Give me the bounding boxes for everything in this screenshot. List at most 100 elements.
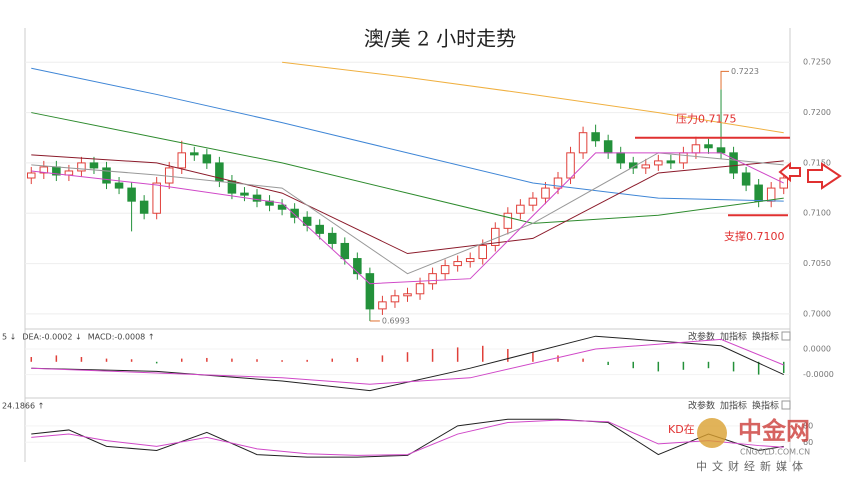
- panel-button[interactable]: 加指标: [720, 400, 747, 412]
- candle-body: [252, 194, 262, 202]
- candle-body: [503, 212, 513, 229]
- candle-body: [190, 152, 199, 156]
- indicator-line: [31, 152, 784, 285]
- candle-body: [64, 170, 74, 176]
- candle-body: [127, 187, 136, 202]
- candle-body: [603, 140, 613, 154]
- indicator-header: DEA:-0.0002 ↓: [22, 333, 81, 342]
- indicator-line: [31, 418, 784, 458]
- indicator-header: 5 ↓: [2, 333, 16, 342]
- candle-body: [566, 152, 575, 179]
- arrows: [778, 161, 842, 190]
- candle-body: [290, 208, 299, 218]
- arrow: [778, 161, 801, 183]
- candle-body: [716, 147, 726, 154]
- y-tick-label: 60: [803, 438, 813, 447]
- candle-body: [315, 224, 324, 234]
- candle-body: [77, 162, 86, 172]
- chart-title: 澳/美 2 小时走势: [364, 27, 516, 51]
- panel-button[interactable]: 改参数: [688, 331, 715, 343]
- candle-body: [353, 258, 362, 275]
- watermark: 中金网 CNGOLD.COM.CN 中文财经新媒体: [696, 417, 810, 473]
- y-tick-label: 0.7000: [803, 309, 831, 318]
- support-label: 支撑0.7100: [724, 229, 785, 243]
- candle-body: [516, 204, 525, 214]
- indicator-line: [31, 112, 784, 224]
- candle-body: [390, 295, 400, 303]
- panel-button[interactable]: 换指标: [752, 331, 779, 343]
- indicator-line: [31, 338, 784, 385]
- indicator-line: [31, 419, 784, 456]
- close-button[interactable]: [781, 400, 791, 410]
- candle-body: [240, 192, 249, 196]
- candle-body: [89, 162, 99, 169]
- candle-body: [628, 162, 638, 169]
- candle-body: [164, 167, 174, 184]
- candle-body: [578, 132, 588, 154]
- candle-body: [365, 273, 375, 310]
- high-label: 0.7223: [731, 67, 759, 76]
- candle-body: [440, 265, 450, 275]
- candle-body: [616, 152, 625, 164]
- candle-body: [478, 244, 488, 260]
- panel-button[interactable]: 加指标: [720, 331, 747, 343]
- candle-body: [541, 187, 550, 199]
- candle-body: [177, 152, 187, 169]
- y-tick-label: 0.7050: [803, 259, 831, 268]
- indicator-header: 24.1866 ↑: [2, 402, 44, 411]
- candle-body: [302, 216, 312, 226]
- candle-body: [139, 200, 149, 214]
- watermark-logo: [697, 418, 727, 448]
- candle-body: [428, 273, 437, 285]
- candle-body: [202, 154, 212, 164]
- candle-body: [641, 164, 651, 169]
- high-pointer: [720, 70, 730, 90]
- candle-body: [654, 160, 663, 166]
- candle-body: [327, 232, 337, 244]
- resistance-label: 压力0.7175: [676, 113, 737, 126]
- close-button[interactable]: [781, 331, 791, 341]
- candle-body: [754, 184, 763, 202]
- candle-body: [39, 166, 49, 174]
- y-tick-label: 0.7200: [803, 108, 831, 117]
- y-tick-label: 0.7100: [803, 209, 831, 218]
- candle-body: [114, 182, 124, 189]
- watermark-site: CNGOLD.COM.CN: [740, 448, 810, 457]
- watermark-slogan: 中文财经新媒体: [696, 459, 808, 473]
- candle-body: [729, 152, 738, 174]
- y-tick-label: 0.7150: [803, 158, 831, 167]
- low-label: 0.6993: [382, 316, 410, 325]
- arrow: [807, 162, 842, 190]
- candle-body: [591, 132, 600, 142]
- kd-note: KD在: [668, 423, 695, 436]
- panel-button[interactable]: 换指标: [752, 400, 779, 412]
- candle-body: [415, 283, 425, 295]
- candle-body: [704, 144, 713, 149]
- candle-body: [528, 197, 538, 206]
- candle-body: [741, 172, 751, 186]
- candle-body: [152, 182, 161, 214]
- y-tick-label: 0.7250: [803, 58, 831, 67]
- candle-body: [666, 160, 676, 164]
- candle-body: [215, 162, 224, 182]
- y-tick-label: -0.0000: [803, 370, 834, 379]
- indicator-line: [31, 335, 784, 392]
- candle-body: [453, 261, 462, 267]
- indicator-line: [282, 61, 784, 134]
- indicator-header: MACD:-0.0008 ↑: [88, 333, 155, 342]
- y-tick-label: 0.0000: [803, 345, 831, 354]
- candle-body: [102, 167, 111, 184]
- watermark-name: 中金网: [738, 417, 810, 445]
- candle-body: [679, 152, 688, 164]
- y-tick-label: 80: [803, 421, 813, 430]
- candle-body: [378, 301, 387, 310]
- candle-body: [340, 242, 350, 260]
- indicator-line: [31, 154, 784, 255]
- indicator-line: [31, 67, 784, 202]
- panel-button[interactable]: 改参数: [688, 400, 715, 412]
- candle-body: [465, 258, 475, 263]
- candle-body: [553, 177, 563, 189]
- candle-body: [691, 144, 701, 154]
